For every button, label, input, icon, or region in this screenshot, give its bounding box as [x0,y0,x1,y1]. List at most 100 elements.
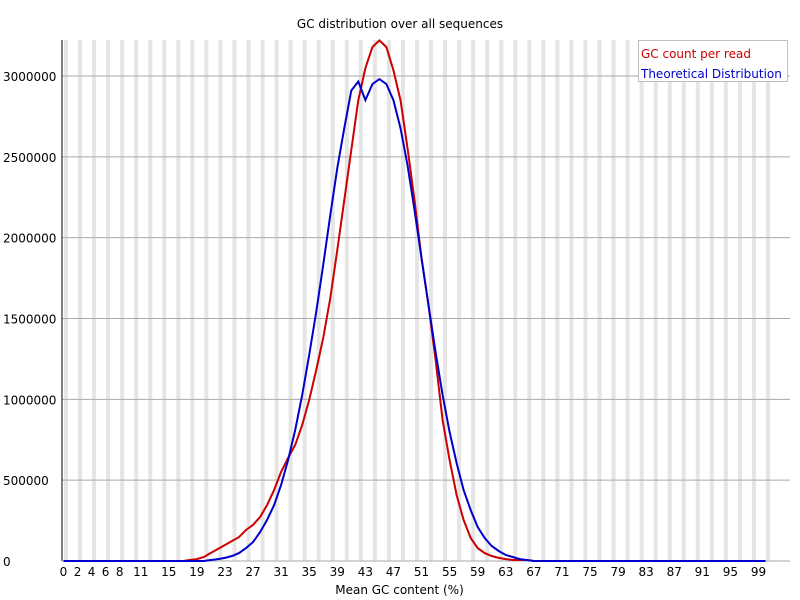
x-tick-label: 4 [88,565,96,579]
stripe [513,40,518,561]
stripe [372,40,377,561]
stripe [555,40,560,561]
x-tick-label: 27 [245,565,260,579]
stripe [527,40,532,561]
x-tick-label: 51 [414,565,429,579]
y-tick-label: 0 [3,555,11,569]
stripe [134,40,139,561]
stripe [386,40,391,561]
y-axis-tick-labels: 0 500000 1000000 1500000 2000000 2500000 30000… [3,70,56,569]
stripe [653,40,658,561]
x-tick-label: 71 [554,565,569,579]
stripe [751,40,756,561]
stripe [485,40,490,561]
stripe [260,40,265,561]
stripe [611,40,616,561]
stripe [499,40,504,561]
stripe [583,40,588,561]
y-tick-label: 3000000 [3,70,56,84]
stripe [625,40,630,561]
x-tick-label: 59 [470,565,485,579]
x-tick-label: 19 [189,565,204,579]
x-tick-label: 31 [273,565,288,579]
stripe [246,40,251,561]
x-tick-label: 6 [102,565,110,579]
stripe [667,40,672,561]
stripe [695,40,700,561]
legend-label-gc-count: GC count per read [641,47,751,61]
y-tick-label: 500000 [3,474,49,488]
x-axis-label: Mean GC content (%) [335,583,464,597]
stripe [737,40,742,561]
y-tick-label: 1500000 [3,313,56,327]
stripe [639,40,644,561]
stripe [204,40,209,561]
stripe [232,40,237,561]
stripe [765,40,770,561]
theoretical-line [63,77,766,562]
stripe [302,40,307,561]
x-tick-label: 83 [639,565,654,579]
stripe [106,40,111,561]
gc-count-line [63,39,766,562]
legend-item-theoretical: Theoretical Distribution [641,67,782,81]
stripe [457,40,462,561]
stripe [148,40,153,561]
x-tick-label: 23 [217,565,232,579]
stripe [681,40,686,561]
stripe [63,40,68,561]
y-tick-label: 1000000 [3,393,56,407]
x-tick-label: 0 [60,565,68,579]
stripe [162,40,167,561]
stripe [723,40,728,561]
stripe [569,40,574,561]
legend-label-theoretical: Theoretical Distribution [641,67,782,81]
background-stripes [63,40,770,561]
x-tick-label: 35 [302,565,317,579]
x-tick-label: 8 [116,565,124,579]
x-tick-label: 55 [442,565,457,579]
stripe [330,40,335,561]
x-tick-label: 95 [723,565,738,579]
stripe [429,40,434,561]
x-tick-label: 75 [582,565,597,579]
legend-item-gc-count: GC count per read [641,47,751,61]
y-tick-label: 2000000 [3,232,56,246]
x-tick-label: 43 [358,565,373,579]
stripe [709,40,714,561]
stripe [190,40,195,561]
stripe [358,40,363,561]
horizontal-gridlines [62,75,790,481]
stripe [288,40,293,561]
x-tick-label: 2 [74,565,82,579]
stripe [78,40,83,561]
x-axis-tick-labels: 0 2 4 6 8 11 15 19 23 27 31 35 39 43 47 51 55 59 63 67 71 75 7… [60,565,766,579]
stripe [541,40,546,561]
x-tick-label: 63 [498,565,513,579]
x-tick-label: 91 [695,565,710,579]
stripe [597,40,602,561]
legend: GC count per read Theoretical Distributi… [638,40,788,82]
data-lines [63,39,766,562]
x-tick-label: 79 [610,565,625,579]
stripe [443,40,448,561]
x-tick-label: 39 [330,565,345,579]
x-tick-label: 11 [133,565,148,579]
stripe [471,40,476,561]
x-tick-label: 87 [667,565,682,579]
x-tick-label: 15 [161,565,176,579]
stripe [218,40,223,561]
chart-title: GC distribution over all sequences [296,17,504,31]
stripe [92,40,97,561]
stripe [120,40,125,561]
x-tick-label: 67 [526,565,541,579]
stripe [274,40,279,561]
x-tick-label: 47 [386,565,401,579]
axes [61,40,790,562]
stripe [344,40,349,561]
y-tick-label: 2500000 [3,151,56,165]
stripe [400,40,405,561]
stripe [414,40,419,561]
